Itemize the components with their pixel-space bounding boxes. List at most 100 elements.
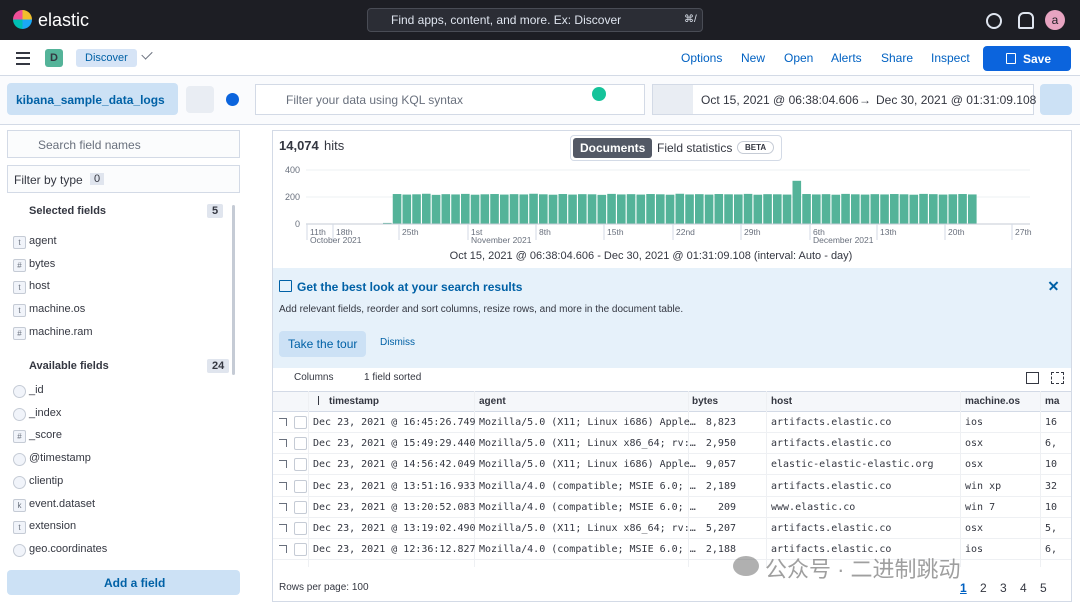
nav-link[interactable]: Alerts — [831, 51, 862, 65]
save-button[interactable] — [983, 46, 1071, 71]
date-end[interactable]: Dec 30, 2021 @ 01:31:09.108 — [876, 93, 1037, 107]
column-header[interactable]: ma — [1045, 396, 1060, 407]
page-link[interactable]: 4 — [1020, 581, 1027, 595]
row-checkbox[interactable] — [294, 522, 307, 535]
page-link[interactable]: 1 — [960, 581, 967, 595]
field-icon — [13, 385, 26, 398]
section-title[interactable]: Selected fields — [29, 205, 107, 217]
x-tick-label: 8th — [539, 227, 551, 237]
field-name[interactable]: agent — [29, 235, 57, 247]
dismiss-button[interactable]: Dismiss — [380, 337, 415, 348]
filter-type[interactable] — [7, 165, 240, 193]
tour-button[interactable]: Take the tour — [279, 331, 367, 357]
tab-documents[interactable]: Documents — [573, 138, 653, 158]
x-tick-label: 6th — [813, 227, 825, 237]
expand-icon[interactable] — [279, 418, 287, 426]
field-search[interactable] — [7, 130, 240, 158]
page-link[interactable]: 2 — [980, 581, 987, 595]
data-view-button[interactable] — [7, 83, 178, 115]
sort-button[interactable]: 1 field sorted — [364, 372, 422, 383]
field-name[interactable]: machine.ram — [29, 325, 93, 338]
column-header[interactable]: agent — [479, 396, 506, 407]
density-icon[interactable] — [1026, 372, 1039, 384]
hits-label: hits — [324, 138, 345, 153]
table-cell: 9,057 — [705, 459, 736, 471]
field-name[interactable]: _index — [29, 406, 62, 419]
nav-link[interactable]: Options — [681, 51, 723, 65]
x-tick-month: November 2021 — [471, 235, 532, 245]
date-picker[interactable] — [652, 84, 1034, 115]
column-header[interactable]: bytes — [692, 396, 719, 407]
global-search[interactable] — [367, 8, 703, 32]
nav-link[interactable]: Open — [784, 51, 814, 65]
table-cell: artifacts.elastic.co — [771, 438, 892, 450]
filter-button[interactable] — [186, 86, 214, 113]
column-header[interactable]: timestamp — [329, 396, 380, 407]
row-checkbox[interactable] — [294, 458, 307, 472]
expand-icon[interactable] — [279, 439, 287, 448]
field-name[interactable]: extension — [29, 520, 77, 533]
date-quick[interactable] — [653, 85, 693, 114]
field-name[interactable]: host — [29, 280, 50, 293]
page-link[interactable]: 5 — [1040, 581, 1047, 595]
news-icon[interactable] — [1018, 12, 1034, 29]
row-checkbox[interactable] — [294, 437, 307, 451]
table-cell: Mozilla/5.0 (X11; Linux i686) Apple… — [479, 417, 696, 428]
fullscreen-icon[interactable] — [1051, 372, 1064, 384]
columns-button[interactable]: Columns — [294, 372, 334, 383]
row-checkbox[interactable] — [294, 416, 307, 429]
help-icon[interactable] — [986, 13, 1002, 29]
expand-icon[interactable] — [279, 524, 287, 532]
app-breadcrumb[interactable]: Discover — [76, 49, 137, 67]
row-checkbox[interactable] — [294, 500, 307, 514]
row-checkbox[interactable] — [294, 543, 307, 557]
field-icon: # — [13, 326, 26, 340]
field-search-placeholder: Search field names — [38, 138, 141, 152]
add-filter[interactable] — [226, 93, 239, 106]
refresh-button[interactable] — [1040, 84, 1072, 115]
column-divider — [960, 391, 961, 567]
x-tick-label: 22nd — [676, 227, 695, 237]
save-icon — [1006, 53, 1016, 64]
tab-stats[interactable]: Field statistics — [657, 141, 733, 155]
expand-icon[interactable] — [279, 460, 287, 469]
column-divider — [474, 391, 475, 567]
section-title[interactable]: Available fields — [29, 360, 109, 372]
menu-icon[interactable] — [16, 52, 30, 65]
row-checkbox[interactable] — [294, 479, 307, 493]
table-cell: Mozilla/5.0 (X11; Linux x86_64; rv:… — [479, 438, 696, 450]
field-icon: t — [13, 521, 26, 535]
table-cell: win 7 — [965, 501, 996, 513]
bar — [734, 194, 743, 224]
rows-per-page[interactable]: Rows per page: 100 — [279, 582, 369, 593]
space-badge[interactable]: D — [45, 49, 63, 67]
data-view-label: kibana_sample_data_logs — [16, 93, 165, 107]
field-name[interactable]: @timestamp — [29, 452, 91, 465]
field-name[interactable]: bytes — [29, 257, 56, 270]
query-input[interactable] — [255, 84, 645, 115]
date-start[interactable]: Oct 15, 2021 @ 06:38:04.606 — [701, 93, 859, 107]
bar — [899, 194, 909, 224]
expand-icon[interactable] — [279, 502, 287, 511]
expand-icon[interactable] — [279, 481, 287, 490]
avatar[interactable]: a — [1045, 10, 1065, 30]
field-name[interactable]: clientip — [29, 474, 64, 487]
expand-icon[interactable] — [279, 545, 287, 554]
field-name[interactable]: geo.coordinates — [29, 542, 108, 555]
nav-link[interactable]: Share — [881, 51, 914, 65]
field-name[interactable]: machine.os — [29, 303, 86, 316]
column-header[interactable]: machine.os — [965, 396, 1021, 407]
nav-link[interactable]: New — [741, 51, 766, 65]
page-link[interactable]: 3 — [1000, 581, 1007, 595]
table-cell: Dec 23, 2021 @ 13:19:02.490 — [313, 523, 476, 534]
histogram-caption: Oct 15, 2021 @ 06:38:04.606 - Dec 30, 20… — [449, 250, 853, 262]
add-field-button[interactable] — [7, 570, 240, 595]
field-name[interactable]: event.dataset — [29, 497, 96, 510]
field-name[interactable]: _id — [29, 384, 44, 396]
table-cell: ios — [965, 544, 984, 556]
column-header[interactable]: host — [771, 396, 793, 407]
nav-link[interactable]: Inspect — [931, 51, 970, 65]
table-row — [273, 497, 1071, 518]
field-name[interactable]: _score — [29, 429, 63, 442]
bar — [548, 194, 558, 224]
